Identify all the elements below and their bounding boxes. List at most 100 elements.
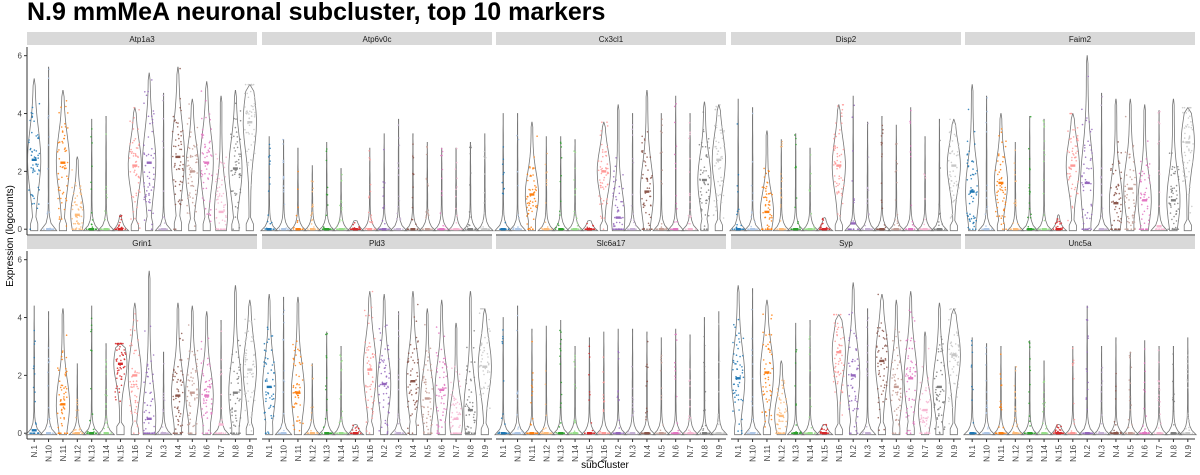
data-point <box>336 225 339 228</box>
data-point <box>437 425 440 427</box>
data-point <box>369 221 371 223</box>
data-point <box>615 196 617 198</box>
data-point <box>1014 199 1017 201</box>
data-point <box>1071 207 1074 209</box>
data-point <box>194 371 197 373</box>
data-point <box>264 357 267 359</box>
data-point <box>366 356 369 359</box>
data-point <box>232 361 234 364</box>
data-point <box>118 348 121 350</box>
data-point <box>423 431 426 433</box>
data-point <box>576 217 578 220</box>
data-point <box>841 108 844 111</box>
data-point <box>1177 176 1180 178</box>
data-point <box>407 373 409 375</box>
data-point <box>676 221 678 223</box>
data-point <box>1086 167 1088 169</box>
data-point <box>952 201 954 203</box>
data-point <box>661 151 663 153</box>
data-point <box>190 156 192 158</box>
data-point <box>151 118 154 121</box>
data-point <box>603 176 606 179</box>
data-point <box>1071 183 1074 186</box>
data-point <box>994 169 997 172</box>
data-point <box>1043 153 1046 156</box>
data-point <box>174 193 177 195</box>
data-point <box>876 228 879 230</box>
data-point <box>1124 115 1127 118</box>
data-point <box>486 361 489 364</box>
data-point <box>196 393 198 396</box>
data-point <box>239 344 241 347</box>
data-point <box>310 180 313 182</box>
data-point <box>971 188 974 191</box>
data-point <box>1157 143 1159 145</box>
data-point <box>364 341 366 343</box>
data-point <box>30 112 33 114</box>
data-point <box>645 211 647 214</box>
data-point <box>677 429 679 432</box>
data-point <box>340 416 343 419</box>
data-point <box>833 149 836 151</box>
data-point <box>129 380 131 383</box>
data-point <box>365 384 367 387</box>
violin-N.8 <box>695 317 714 436</box>
data-point <box>714 165 716 167</box>
data-point <box>211 174 213 177</box>
data-point <box>715 145 717 148</box>
data-point <box>956 166 958 169</box>
data-point <box>263 365 266 368</box>
data-point <box>218 177 220 180</box>
data-point <box>105 193 108 196</box>
data-point <box>949 187 952 189</box>
data-point <box>473 413 475 416</box>
data-point <box>369 190 372 193</box>
data-point <box>810 212 813 215</box>
data-point <box>103 427 105 430</box>
data-point <box>175 153 177 155</box>
data-point <box>517 426 520 429</box>
data-point <box>485 407 488 409</box>
data-point <box>674 221 676 223</box>
data-point <box>1086 211 1089 214</box>
data-point <box>1187 193 1190 196</box>
data-point <box>601 203 604 205</box>
data-point <box>456 147 458 150</box>
data-point <box>194 189 197 192</box>
data-point <box>79 427 81 430</box>
data-point <box>607 172 610 174</box>
data-point <box>187 389 190 392</box>
data-point <box>222 192 225 195</box>
data-point <box>407 352 410 355</box>
data-point <box>700 169 702 171</box>
data-point <box>63 396 65 398</box>
data-point <box>47 117 49 119</box>
data-point <box>86 432 88 435</box>
data-point <box>601 143 603 146</box>
data-point <box>485 156 487 159</box>
data-point <box>778 398 781 401</box>
data-point <box>135 380 138 382</box>
data-point <box>235 143 237 145</box>
data-point <box>196 349 199 352</box>
data-point <box>502 146 505 148</box>
median-marker <box>218 210 224 214</box>
data-point <box>615 157 617 159</box>
data-point <box>417 387 419 389</box>
data-point <box>116 367 119 370</box>
data-point <box>741 418 743 421</box>
data-point <box>136 385 138 388</box>
data-point <box>270 417 273 420</box>
data-point <box>343 432 346 435</box>
data-point <box>1113 219 1115 222</box>
violin-N.1 <box>729 98 748 232</box>
data-point <box>487 363 490 366</box>
data-point <box>764 377 767 380</box>
data-point <box>131 390 133 393</box>
data-point <box>115 360 118 362</box>
data-point <box>688 222 690 225</box>
data-point <box>36 165 39 167</box>
data-point <box>38 152 41 155</box>
data-point <box>56 412 59 415</box>
data-point <box>370 383 373 386</box>
